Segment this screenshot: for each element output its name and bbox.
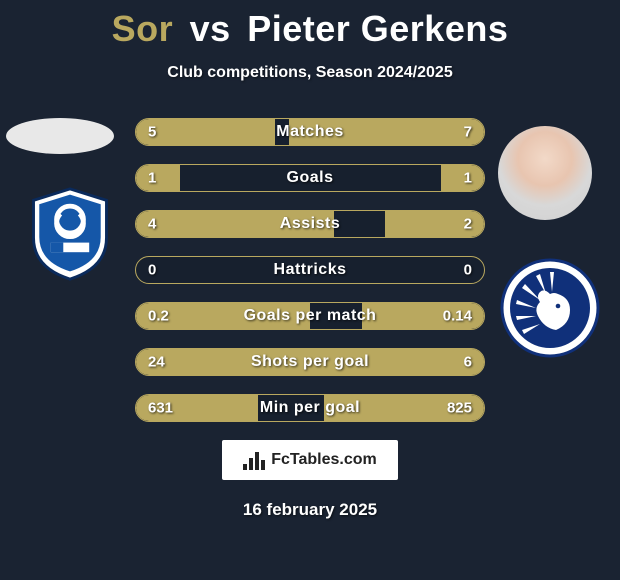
player1-name: Sor [112, 8, 174, 49]
stat-value-left: 24 [148, 354, 165, 371]
stat-value-left: 5 [148, 124, 156, 141]
stat-label: Matches [276, 123, 344, 141]
stat-value-right: 7 [464, 124, 472, 141]
stat-row: 4 2 Assists [135, 210, 485, 238]
stat-value-right: 1 [464, 170, 472, 187]
stat-value-left: 0 [148, 262, 156, 279]
stat-row: 1 1 Goals [135, 164, 485, 192]
stats-chart: 57Matches11Goals42Assists00Hattricks0.20… [135, 118, 485, 440]
stat-row: 5 7 Matches [135, 118, 485, 146]
player2-name: Pieter Gerkens [247, 8, 508, 49]
bars-icon [243, 450, 265, 470]
bar-left [136, 119, 275, 145]
stat-label: Hattricks [274, 261, 347, 279]
footer-brand-text: FcTables.com [271, 451, 377, 469]
player1-avatar [6, 118, 114, 154]
bar-right [409, 349, 484, 375]
comparison-title: Sor vs Pieter Gerkens [0, 0, 620, 50]
gent-club-logo [500, 258, 600, 358]
stat-value-right: 2 [464, 216, 472, 233]
stat-value-right: 0 [464, 262, 472, 279]
subtitle: Club competitions, Season 2024/2025 [0, 64, 620, 82]
stat-value-right: 6 [464, 354, 472, 371]
vs-label: vs [190, 8, 231, 49]
player2-avatar [498, 126, 592, 220]
fctables-logo: FcTables.com [222, 440, 398, 480]
stat-label: Min per goal [260, 399, 360, 417]
stat-value-left: 0.2 [148, 308, 169, 325]
bar-left [136, 165, 180, 191]
footer-date: 16 february 2025 [243, 500, 377, 520]
stat-label: Goals [287, 169, 334, 187]
bar-right [441, 165, 485, 191]
stat-value-left: 631 [148, 400, 173, 417]
stat-row: 0.2 0.14 Goals per match [135, 302, 485, 330]
stat-label: Assists [280, 215, 340, 233]
stat-value-right: 0.14 [443, 308, 472, 325]
stat-label: Shots per goal [251, 353, 369, 371]
stat-value-right: 825 [447, 400, 472, 417]
stat-row: 631 825 Min per goal [135, 394, 485, 422]
stat-label: Goals per match [244, 307, 377, 325]
stat-row: 0 0 Hattricks [135, 256, 485, 284]
stat-row: 24 6 Shots per goal [135, 348, 485, 376]
genk-club-logo [22, 185, 118, 281]
stat-value-left: 1 [148, 170, 156, 187]
stat-value-left: 4 [148, 216, 156, 233]
